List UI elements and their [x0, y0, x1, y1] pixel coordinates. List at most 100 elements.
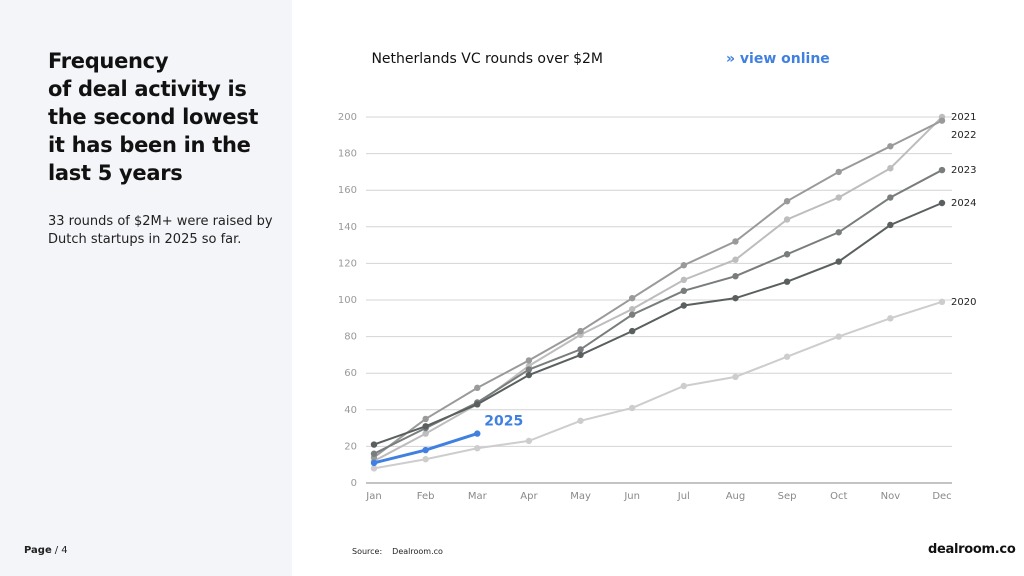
- y-tick-label: 80: [344, 332, 357, 343]
- x-tick-label: Sep: [778, 491, 797, 502]
- series-label: 2024: [951, 198, 976, 209]
- series-line: [373, 300, 943, 470]
- x-tick-label: Mar: [468, 491, 488, 502]
- headline-line: of deal activity is: [48, 77, 247, 101]
- data-point: [577, 417, 584, 424]
- data-point: [628, 305, 636, 313]
- x-tick-label: Feb: [417, 491, 435, 502]
- headline-line: Frequency: [48, 49, 169, 73]
- x-tick-label: May: [570, 491, 591, 502]
- y-tick-label: 0: [351, 478, 357, 489]
- data-point: [525, 371, 533, 379]
- y-tick-label: 60: [344, 368, 357, 379]
- data-point: [680, 262, 688, 269]
- page-number: Page/ 4: [24, 545, 68, 556]
- x-tick-label: Apr: [520, 491, 538, 502]
- series-label: 2021: [951, 112, 976, 123]
- view-online-link[interactable]: » view online: [726, 51, 830, 67]
- data-point: [628, 311, 636, 318]
- series-label: 2020: [951, 297, 976, 308]
- y-tick-label: 40: [344, 405, 357, 416]
- series-line: [373, 116, 943, 462]
- data-point: [835, 229, 842, 236]
- data-point: [680, 287, 688, 295]
- data-point: [680, 382, 688, 390]
- data-point: [783, 278, 791, 285]
- data-point: [732, 238, 739, 245]
- headline: Frequency of deal activity is the second…: [48, 47, 258, 187]
- y-tick-label: 20: [344, 441, 357, 452]
- data-point: [887, 221, 894, 229]
- chart-title: Netherlands VC rounds over $2M: [371, 51, 603, 67]
- chart: Netherlands VC rounds over $2M » view on…: [338, 51, 977, 502]
- data-point: [370, 465, 378, 472]
- data-point: [835, 194, 842, 201]
- series-label: 2025: [484, 414, 523, 430]
- data-point: [422, 430, 429, 437]
- y-tick-label: 200: [338, 112, 357, 123]
- data-point: [783, 216, 791, 223]
- x-tick-label: Jun: [623, 491, 640, 502]
- data-point: [732, 273, 739, 280]
- headline-line: it has been in the: [48, 133, 251, 157]
- data-point: [732, 373, 739, 381]
- data-point: [835, 168, 842, 176]
- headline-line: the second lowest: [48, 105, 259, 129]
- data-point: [887, 143, 894, 150]
- data-point: [422, 423, 429, 430]
- data-point: [474, 445, 481, 452]
- data-point: [835, 258, 842, 265]
- data-point: [474, 401, 481, 408]
- data-point: [783, 353, 791, 360]
- data-point: [887, 194, 894, 201]
- data-point: [732, 256, 739, 263]
- data-point: [422, 456, 429, 463]
- data-point: [938, 166, 946, 174]
- data-point: [422, 415, 429, 423]
- y-tick-label: 100: [338, 295, 357, 306]
- x-tick-label: Dec: [932, 491, 951, 502]
- data-point: [938, 117, 946, 124]
- page-index: / 4: [54, 545, 68, 556]
- data-point: [525, 357, 533, 364]
- data-point: [938, 199, 946, 207]
- data-point: [577, 346, 584, 353]
- data-point: [370, 441, 378, 448]
- source: Source: Dealroom.co: [352, 547, 443, 556]
- page-label: Page: [24, 545, 52, 556]
- data-point: [474, 430, 481, 437]
- data-point: [628, 404, 636, 412]
- data-point: [783, 251, 791, 258]
- source-name: Dealroom.co: [392, 547, 443, 556]
- data-point: [525, 437, 533, 445]
- data-point: [887, 165, 894, 172]
- y-tick-label: 120: [338, 258, 357, 269]
- data-point: [835, 333, 842, 340]
- logo: dealroom.co: [928, 542, 1016, 557]
- body-text: 33 rounds of $2M+ were raised by Dutch s…: [48, 214, 273, 247]
- source-label: Source:: [352, 547, 383, 556]
- data-point: [732, 294, 739, 302]
- x-tick-label: Oct: [830, 491, 847, 502]
- series-line: [373, 119, 943, 459]
- y-tick-label: 180: [338, 149, 357, 160]
- headline-line: last 5 years: [48, 161, 183, 185]
- data-point: [577, 327, 584, 335]
- data-point: [370, 459, 378, 467]
- series-line: [373, 202, 943, 446]
- series-line: [373, 169, 943, 455]
- data-point: [577, 351, 584, 359]
- x-tick-label: Aug: [726, 491, 746, 502]
- data-point: [680, 276, 688, 284]
- x-tick-label: Jul: [677, 491, 690, 502]
- data-point: [422, 446, 429, 454]
- data-point: [783, 197, 791, 205]
- data-point: [680, 302, 688, 309]
- y-tick-label: 140: [338, 222, 357, 233]
- y-tick-label: 160: [338, 185, 357, 196]
- data-point: [628, 327, 636, 335]
- series-label: 2022: [951, 130, 976, 141]
- side-panel: Frequency of deal activity is the second…: [0, 0, 292, 576]
- data-point: [474, 384, 481, 392]
